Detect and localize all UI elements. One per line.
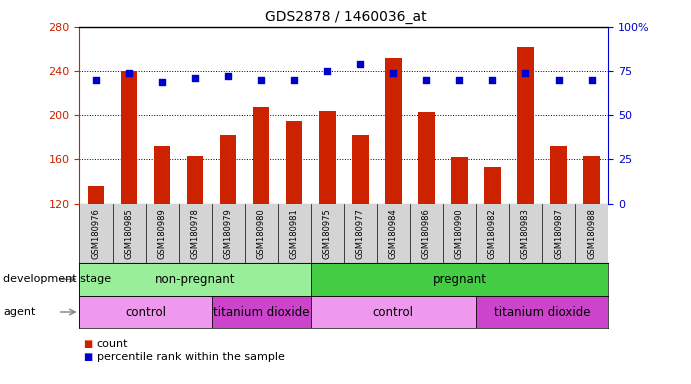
Text: GSM180986: GSM180986: [422, 208, 431, 259]
Text: ■: ■: [83, 352, 92, 362]
Bar: [550, 146, 567, 204]
Point: [223, 73, 234, 79]
Point: [487, 77, 498, 83]
Bar: [311, 296, 476, 328]
Text: titanium dioxide: titanium dioxide: [213, 306, 310, 318]
Point: [91, 77, 102, 83]
Text: GSM180983: GSM180983: [521, 208, 530, 259]
Point: [124, 70, 135, 76]
Text: GSM180982: GSM180982: [488, 208, 497, 259]
Bar: [451, 157, 468, 204]
Bar: [187, 156, 203, 204]
Point: [454, 77, 465, 83]
Bar: [352, 135, 368, 204]
Text: titanium dioxide: titanium dioxide: [494, 306, 590, 318]
Text: GSM180979: GSM180979: [224, 208, 233, 259]
Text: control: control: [125, 306, 166, 318]
Text: GSM180977: GSM180977: [356, 208, 365, 259]
Bar: [211, 296, 311, 328]
Text: GSM180989: GSM180989: [158, 208, 167, 259]
Text: GSM180975: GSM180975: [323, 208, 332, 259]
Text: GDS2878 / 1460036_at: GDS2878 / 1460036_at: [265, 10, 426, 23]
Text: GSM180990: GSM180990: [455, 208, 464, 259]
Bar: [154, 146, 170, 204]
Bar: [385, 58, 401, 204]
Point: [289, 77, 300, 83]
Bar: [418, 112, 435, 204]
Point: [189, 75, 200, 81]
Bar: [484, 167, 501, 204]
Text: GSM180984: GSM180984: [389, 208, 398, 259]
Text: GSM180976: GSM180976: [91, 208, 100, 259]
Bar: [88, 186, 104, 204]
Text: GSM180985: GSM180985: [124, 208, 133, 259]
Text: control: control: [373, 306, 414, 318]
Point: [157, 79, 168, 85]
Bar: [253, 108, 269, 204]
Bar: [311, 263, 608, 296]
Text: pregnant: pregnant: [433, 273, 486, 286]
Bar: [220, 135, 236, 204]
Text: ■: ■: [83, 339, 92, 349]
Point: [421, 77, 432, 83]
Text: GSM180988: GSM180988: [587, 208, 596, 259]
Bar: [583, 156, 600, 204]
Point: [256, 77, 267, 83]
Bar: [286, 121, 303, 204]
Text: non-pregnant: non-pregnant: [155, 273, 236, 286]
Text: GSM180981: GSM180981: [290, 208, 299, 259]
Bar: [319, 111, 336, 204]
Point: [586, 77, 597, 83]
Bar: [121, 71, 138, 204]
Point: [388, 70, 399, 76]
Point: [322, 68, 333, 74]
Point: [553, 77, 564, 83]
Point: [520, 70, 531, 76]
Text: GSM180987: GSM180987: [554, 208, 563, 259]
Bar: [79, 263, 311, 296]
Text: development stage: development stage: [3, 274, 111, 285]
Text: percentile rank within the sample: percentile rank within the sample: [97, 352, 285, 362]
Point: [354, 61, 366, 67]
Bar: [79, 296, 211, 328]
Text: agent: agent: [3, 307, 36, 317]
Bar: [518, 47, 533, 204]
Text: GSM180978: GSM180978: [191, 208, 200, 259]
Text: count: count: [97, 339, 129, 349]
Bar: [476, 296, 608, 328]
Text: GSM180980: GSM180980: [256, 208, 265, 259]
